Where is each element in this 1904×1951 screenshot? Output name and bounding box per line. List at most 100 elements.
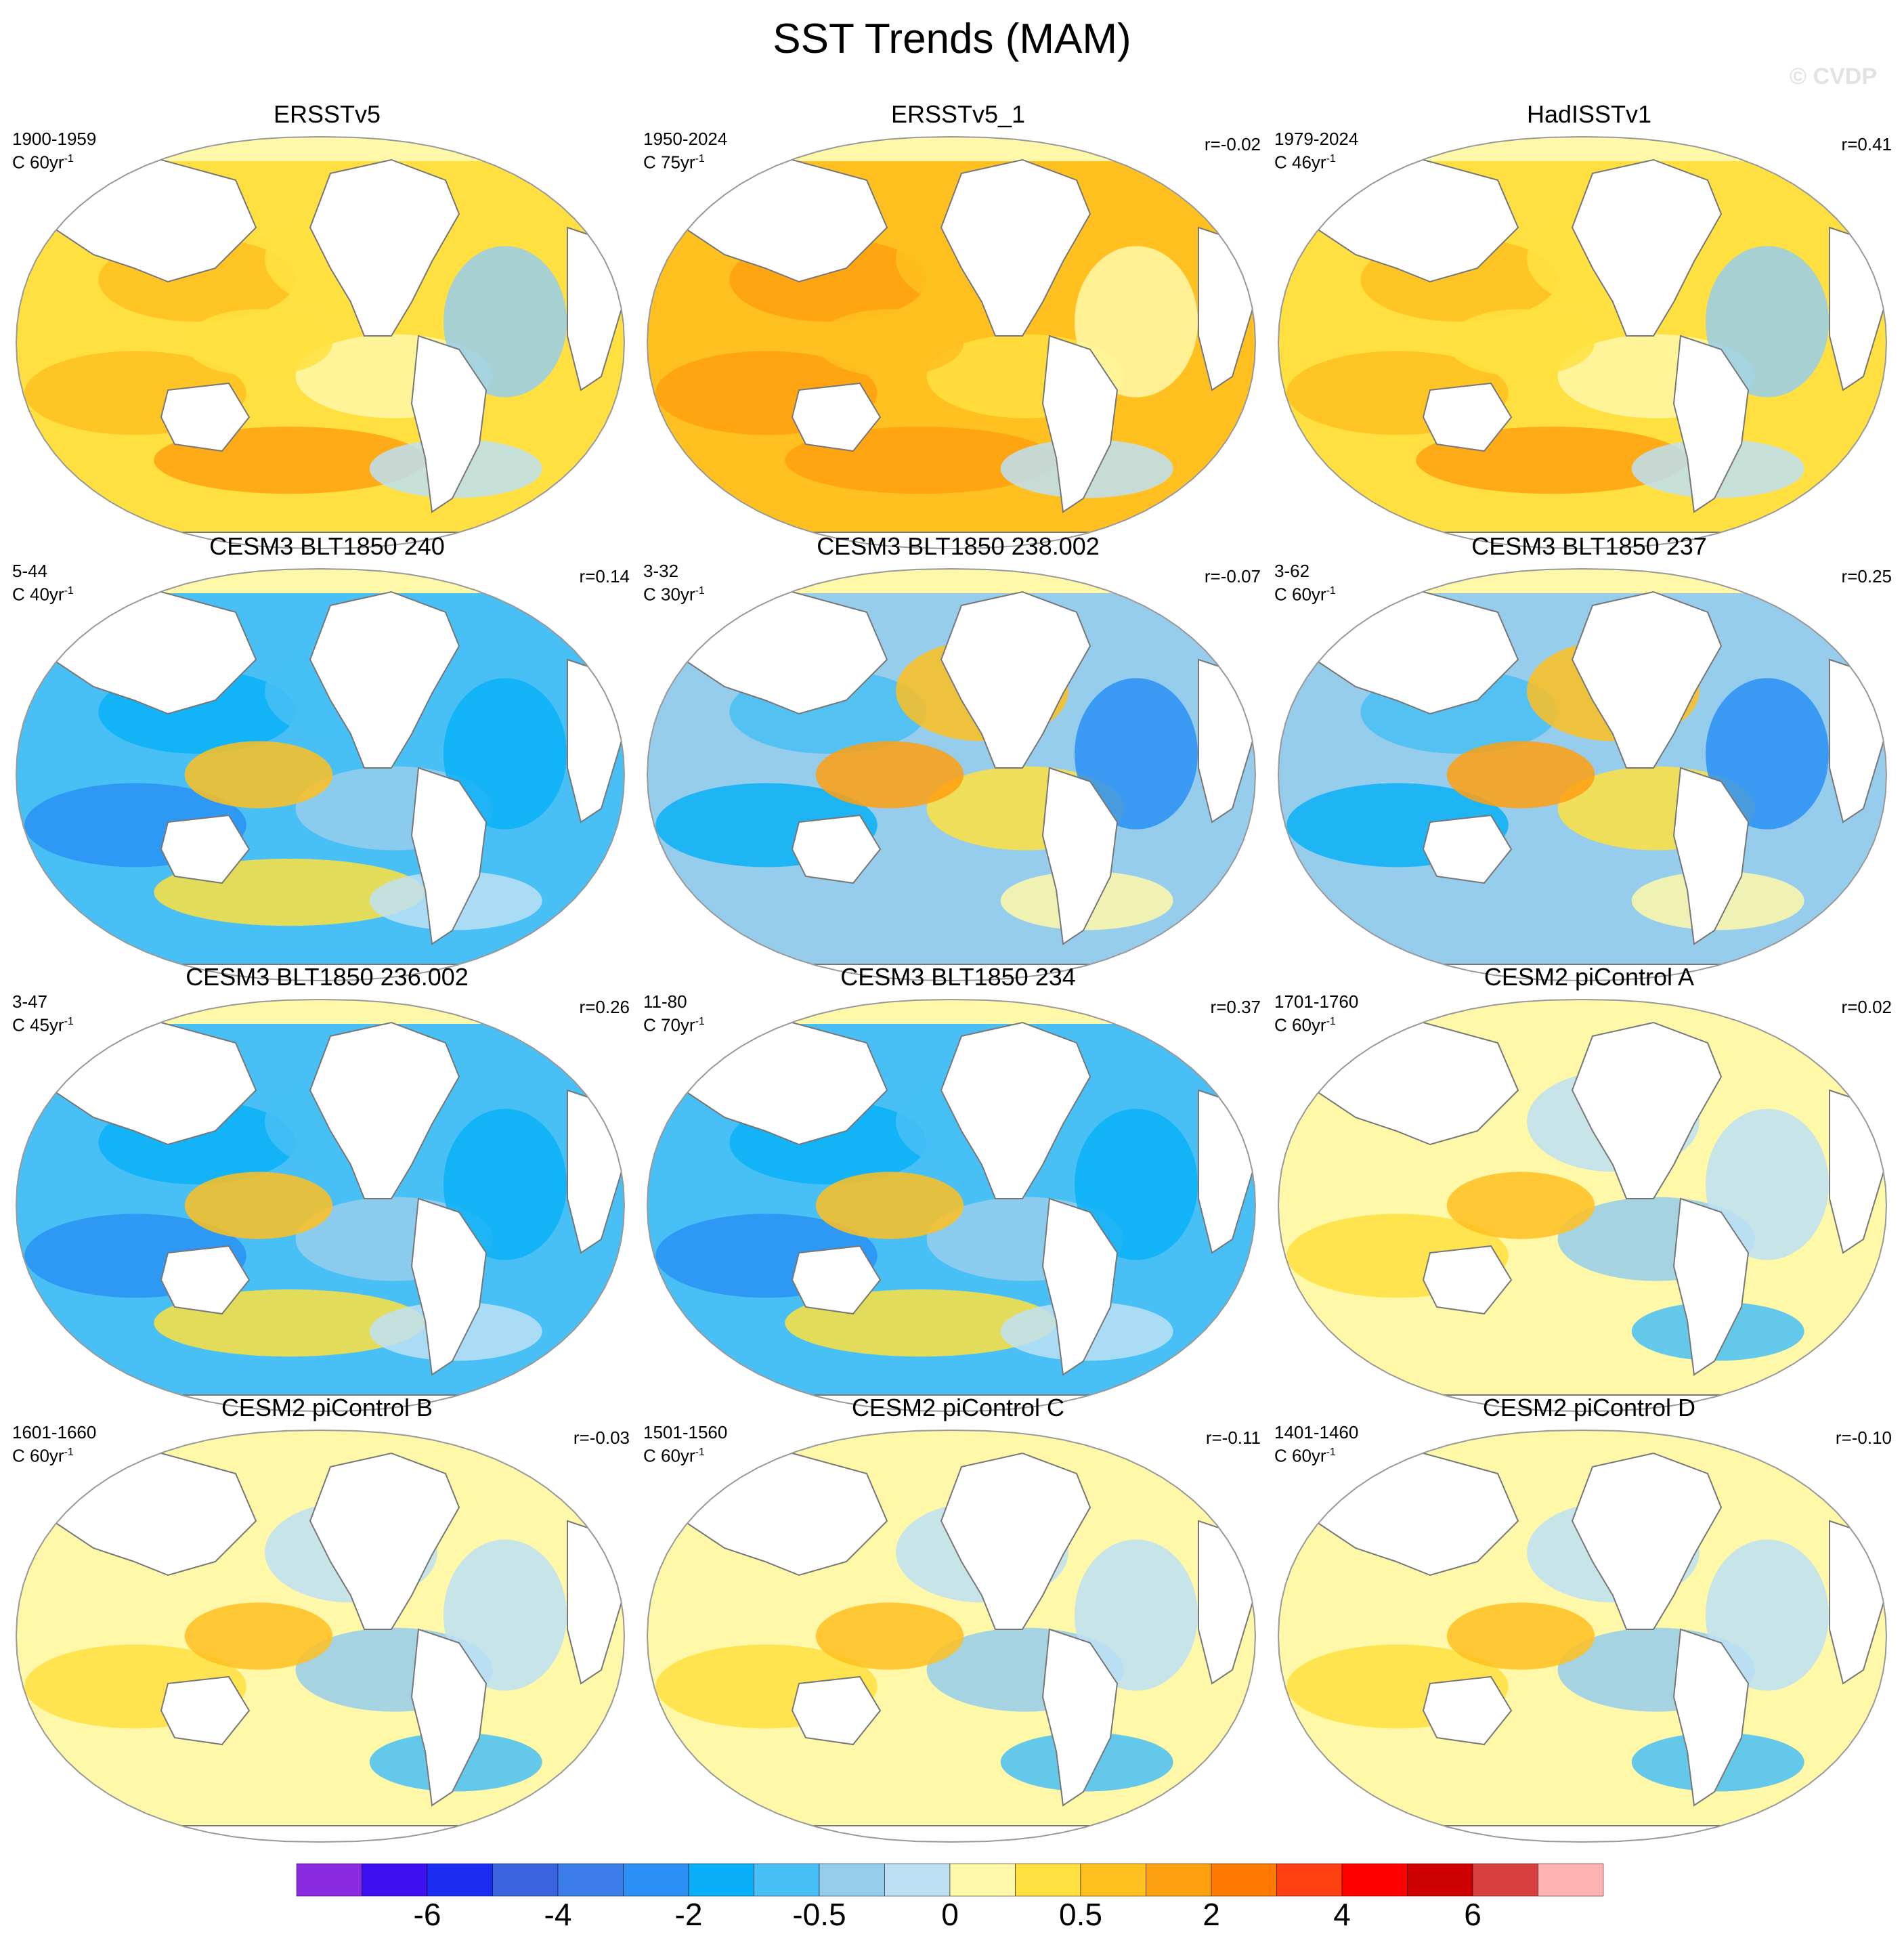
trend-region — [1446, 741, 1595, 809]
land-mass — [160, 1245, 251, 1315]
land-mass — [1672, 1628, 1750, 1807]
panel-title: CESM2 piControl A — [1484, 963, 1695, 991]
land-mass — [791, 814, 882, 884]
correlation-label: r=-0.10 — [1835, 1428, 1892, 1448]
units-label: C 30yr-1 — [643, 584, 705, 605]
colorbar-swatch — [1341, 1863, 1408, 1897]
trend-region — [1706, 678, 1829, 830]
land-mass — [1571, 1021, 1723, 1199]
trend-region — [443, 1539, 567, 1691]
trend-region — [184, 1602, 333, 1670]
trend-region — [1075, 678, 1198, 830]
watermark: © CVDP — [1790, 64, 1877, 89]
land-mass — [940, 158, 1091, 337]
map-panel: CESM3 BLT1850 234 11-80 C 70yr-1 r=0.37 — [643, 963, 1273, 1413]
colorbar-swatch — [1538, 1863, 1604, 1897]
panel-title: CESM3 BLT1850 240 — [209, 532, 445, 560]
colorbar-swatch — [1211, 1863, 1277, 1897]
map-panel: CESM2 piControl B 1601-1660 C 60yr-1 r=-0.0… — [12, 1394, 642, 1843]
land-mass — [160, 1675, 251, 1746]
correlation-label: r=0.37 — [1210, 997, 1261, 1017]
colorbar-swatch — [1146, 1863, 1212, 1897]
colorbar-swatch — [557, 1863, 624, 1897]
panel-title: ERSSTv5 — [273, 100, 381, 128]
sst-map — [1277, 135, 1888, 550]
land-mass — [1571, 1452, 1723, 1630]
land-mass — [940, 1021, 1091, 1199]
trend-region — [1706, 1539, 1829, 1691]
colorbar-tick-label: 0.5 — [1059, 1897, 1102, 1932]
units-label: C 60yr-1 — [643, 1445, 705, 1466]
period-label: 11-80 — [643, 991, 687, 1012]
colorbar-swatch — [492, 1863, 559, 1897]
land-mass — [16, 1825, 624, 1842]
units-label: C 60yr-1 — [12, 152, 74, 173]
sst-map — [15, 1429, 626, 1843]
map-panel: CESM3 BLT1850 237 3-62 C 60yr-1 r=0.25 — [1274, 532, 1904, 982]
map-outline — [1277, 567, 1888, 982]
trend-region — [184, 309, 333, 377]
units-label: C 60yr-1 — [1274, 1014, 1336, 1035]
colorbar-tick-label: -6 — [413, 1897, 441, 1932]
land-mass — [309, 1452, 460, 1630]
sst-map — [646, 567, 1257, 982]
colorbar-swatch — [1407, 1863, 1473, 1897]
units-label: C 60yr-1 — [1274, 584, 1336, 605]
units-label: C 60yr-1 — [1274, 1445, 1336, 1466]
colorbar-swatch — [1080, 1863, 1146, 1897]
colorbar-tick-label: -0.5 — [792, 1897, 846, 1932]
trend-region — [1446, 1172, 1595, 1239]
land-mass — [1422, 1675, 1513, 1746]
period-label: 3-62 — [1274, 561, 1310, 581]
map-panel: CESM2 piControl C 1501-1560 C 60yr-1 r=-0.1… — [643, 1394, 1273, 1843]
period-label: 3-47 — [12, 991, 48, 1012]
trend-region — [443, 246, 567, 398]
trend-region — [1075, 246, 1198, 398]
land-mass — [1672, 767, 1750, 945]
trend-region — [184, 741, 333, 809]
units-label: C 60yr-1 — [12, 1445, 74, 1466]
sst-map — [1277, 998, 1888, 1413]
land-mass — [940, 591, 1091, 769]
land-mass — [1041, 1197, 1119, 1376]
panel-title: CESM3 BLT1850 237 — [1471, 532, 1707, 560]
land-mass — [309, 1021, 460, 1199]
land-mass — [160, 382, 251, 452]
correlation-label: r=-0.11 — [1205, 1428, 1261, 1448]
map-panel: CESM3 BLT1850 236.002 3-47 C 45yr-1 r=0.26 — [12, 963, 642, 1413]
land-mass — [410, 767, 488, 945]
land-mass — [309, 591, 460, 769]
colorbar-swatch — [623, 1863, 689, 1897]
sst-map — [646, 1429, 1257, 1843]
period-label: 1501-1560 — [643, 1422, 728, 1442]
correlation-label: r=-0.07 — [1204, 566, 1261, 586]
colorbar-tick-label: 4 — [1333, 1897, 1351, 1932]
colorbar-tick-label: -4 — [544, 1897, 572, 1932]
panel-title: CESM3 BLT1850 234 — [840, 963, 1076, 991]
sst-map — [15, 998, 626, 1413]
map-panel: ERSSTv5_1 1950-2024 C 75yr-1 r=-0.02 — [643, 100, 1273, 550]
map-outline — [646, 1429, 1257, 1843]
land-mass — [160, 814, 251, 884]
map-panel: CESM3 BLT1850 240 5-44 C 40yr-1 r=0.14 — [12, 532, 642, 982]
land-mass — [1422, 1245, 1513, 1315]
colorbar-swatch — [949, 1863, 1016, 1897]
trend-region — [443, 1109, 567, 1260]
units-label: C 45yr-1 — [12, 1014, 74, 1035]
colorbar-swatch — [1276, 1863, 1343, 1897]
trend-region — [815, 1172, 964, 1239]
trend-region — [815, 309, 964, 377]
sst-map — [15, 135, 626, 550]
colorbar-swatch — [754, 1863, 820, 1897]
land-mass — [1041, 335, 1119, 513]
correlation-label: r=0.26 — [579, 997, 630, 1017]
period-label: 5-44 — [12, 561, 48, 581]
map-outline — [15, 135, 626, 550]
map-outline — [1277, 1429, 1888, 1843]
period-label: 1950-2024 — [643, 129, 728, 149]
correlation-label: r=-0.02 — [1204, 134, 1261, 154]
map-panel: CESM2 piControl A 1701-1760 C 60yr-1 r=0.02 — [1274, 963, 1904, 1413]
map-outline — [646, 135, 1257, 550]
sst-map — [1277, 567, 1888, 982]
map-panel: CESM2 piControl D 1401-1460 C 60yr-1 r=-0.1… — [1274, 1394, 1904, 1843]
